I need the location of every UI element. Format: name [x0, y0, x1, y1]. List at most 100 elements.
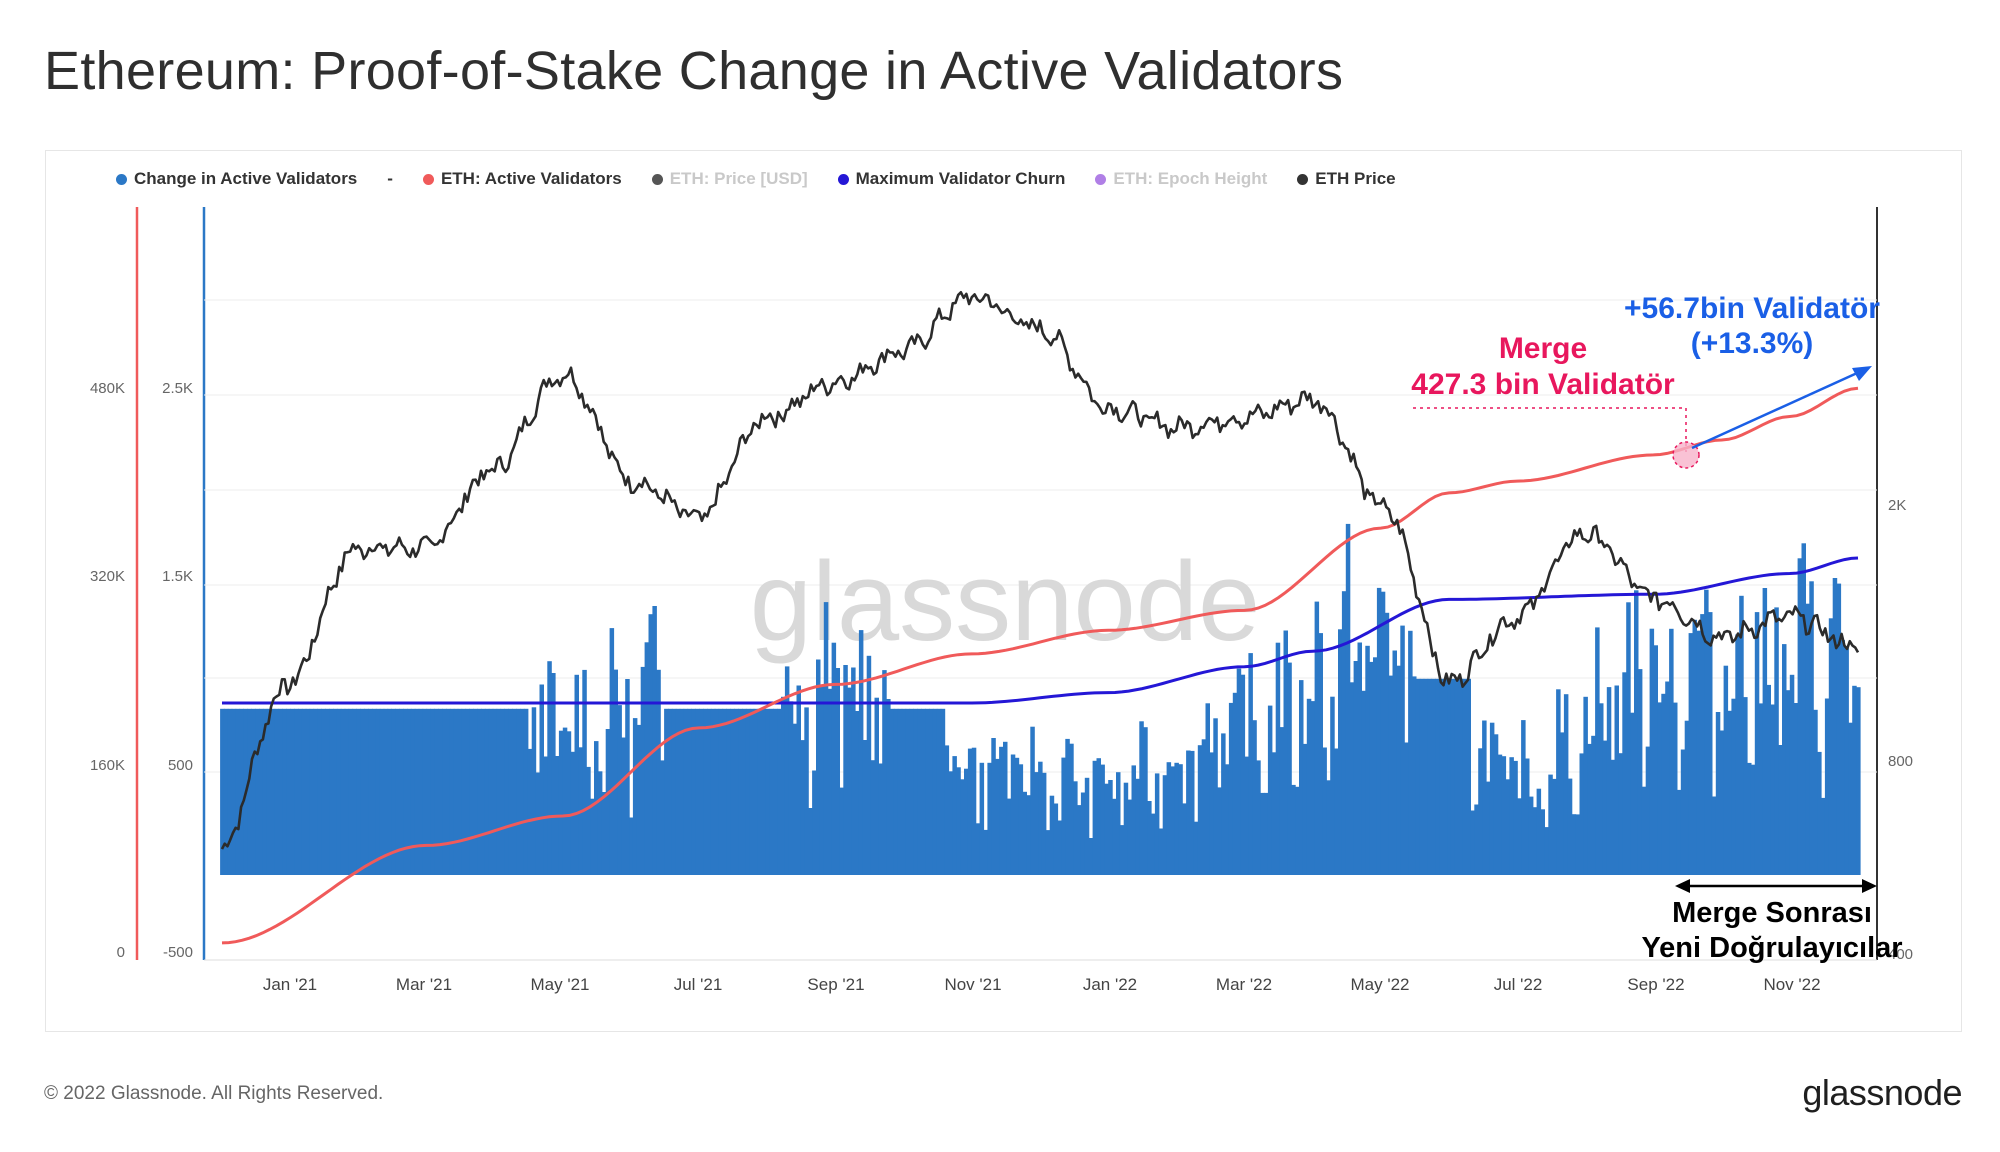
- change-bar: [582, 669, 587, 875]
- new-validators-label: Yeni Doğrulayıcılar: [1641, 932, 1902, 964]
- chart-frame: Change in Active Validators - ETH: Activ…: [45, 150, 1962, 1032]
- legend-change-active-validators[interactable]: Change in Active Validators: [116, 169, 357, 189]
- change-bar: [1116, 772, 1121, 875]
- change-bar: [1100, 764, 1105, 875]
- change-bar: [1213, 718, 1218, 875]
- change-bar: [1774, 607, 1779, 875]
- change-bar: [878, 763, 883, 875]
- change-bar: [375, 708, 381, 875]
- x-tick-label: May '22: [1351, 975, 1410, 994]
- legend-eth-price[interactable]: ETH Price: [1297, 169, 1396, 189]
- change-bar: [773, 708, 778, 875]
- change-bar: [379, 708, 385, 875]
- change-bar: [1653, 645, 1658, 875]
- change-bar: [781, 696, 786, 875]
- change-bar: [461, 708, 467, 875]
- change-bar: [722, 708, 727, 875]
- change-bar: [862, 740, 868, 875]
- change-bar: [831, 642, 837, 875]
- change-bar: [1119, 825, 1125, 875]
- change-bar: [757, 708, 763, 875]
- change-bar: [671, 708, 677, 875]
- growth-arrow-line: [1691, 367, 1867, 450]
- change-bar: [1295, 786, 1300, 875]
- change-bar: [1322, 747, 1327, 875]
- change-bar: [897, 708, 903, 875]
- change-bar: [909, 708, 914, 875]
- change-bar: [792, 723, 798, 875]
- change-bar: [1801, 543, 1806, 875]
- change-bar: [1478, 748, 1483, 875]
- change-bar: [348, 708, 354, 875]
- change-bar: [1049, 795, 1055, 875]
- change-bar: [1622, 672, 1627, 875]
- change-bar: [999, 746, 1004, 875]
- change-bar: [410, 708, 416, 875]
- change-bar: [983, 829, 988, 875]
- change-bar: [1018, 764, 1024, 875]
- change-bar: [1684, 720, 1690, 875]
- change-bar: [1384, 612, 1390, 875]
- change-bar: [851, 667, 856, 875]
- change-bar: [356, 708, 361, 875]
- change-bar: [220, 708, 225, 875]
- change-bar: [597, 771, 603, 875]
- change-bar: [1735, 634, 1740, 875]
- change-bar: [1065, 738, 1070, 875]
- change-bar: [1112, 798, 1117, 875]
- change-bar: [1832, 578, 1838, 875]
- change-bar: [1497, 754, 1503, 875]
- change-bar: [1840, 640, 1845, 875]
- change-bar: [1797, 558, 1803, 875]
- change-bar: [1376, 587, 1382, 875]
- change-bar: [251, 708, 256, 875]
- change-bar: [788, 701, 794, 875]
- change-bar: [784, 666, 790, 875]
- change-bar: [812, 770, 817, 875]
- legend-dot-icon: [651, 173, 663, 185]
- change-bar: [1225, 764, 1230, 875]
- change-bar: [313, 708, 318, 875]
- legend-active-validators[interactable]: ETH: Active Validators: [422, 169, 622, 189]
- change-bar: [1279, 727, 1285, 875]
- legend-epoch-height[interactable]: ETH: Epoch Height: [1095, 169, 1267, 189]
- change-bar: [1571, 814, 1577, 875]
- footer-logo: glassnode: [1802, 1072, 1962, 1113]
- change-bar: [321, 708, 326, 875]
- change-bar: [1135, 778, 1140, 875]
- change-bar: [948, 771, 953, 875]
- x-tick-label: Mar '22: [1216, 975, 1272, 994]
- y-tick-label: -500: [163, 944, 193, 961]
- legend-dot-icon: [837, 173, 849, 185]
- legend-max-validator-churn[interactable]: Maximum Validator Churn: [837, 169, 1065, 189]
- change-bar: [1003, 741, 1008, 875]
- change-bar: [1645, 746, 1651, 875]
- change-bar: [1026, 795, 1031, 875]
- change-bar: [1045, 830, 1051, 875]
- legend-dot-icon: [116, 173, 127, 185]
- legend-label: ETH Price: [1315, 169, 1396, 188]
- change-bar: [1750, 764, 1756, 875]
- y-tick-label: 1.5K: [162, 568, 193, 585]
- change-bar: [687, 708, 692, 875]
- change-bar: [1454, 678, 1460, 875]
- change-bar: [1560, 732, 1565, 875]
- change-bar: [1158, 828, 1164, 875]
- legend-label: ETH: Epoch Height: [1113, 169, 1268, 188]
- change-bar: [239, 708, 244, 875]
- merge-dotted-leader: [1413, 407, 1687, 452]
- change-bar: [1423, 678, 1429, 875]
- change-bar: [372, 708, 377, 875]
- change-bar: [632, 718, 638, 875]
- change-bar: [1221, 733, 1226, 875]
- change-bar: [1844, 648, 1849, 875]
- change-bar: [1778, 745, 1783, 875]
- legend-eth-price-usd[interactable]: ETH: Price [USD]: [651, 169, 808, 189]
- change-bar: [882, 670, 887, 875]
- post-merge-annotation: Merge Sonrası Yeni Doğrulayıcılar: [1641, 897, 1902, 964]
- change-bar: [434, 708, 439, 875]
- change-bar: [558, 730, 564, 875]
- change-bar: [1688, 633, 1694, 875]
- change-bar: [991, 738, 996, 875]
- change-bar: [1236, 668, 1242, 875]
